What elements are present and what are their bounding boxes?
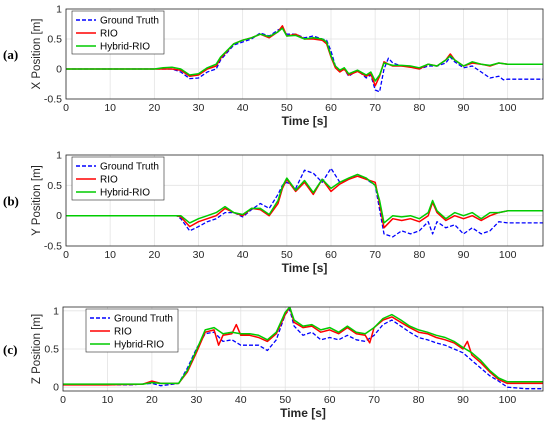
- x-tick-label: 10: [104, 102, 116, 114]
- x-axis-label: Time [s]: [280, 406, 326, 420]
- x-tick-label: 40: [235, 394, 247, 406]
- y-tick-label: 0: [53, 382, 59, 394]
- x-tick-label: 100: [499, 249, 517, 261]
- x-tick-label: 60: [324, 394, 336, 406]
- legend-label: Hybrid-RIO: [100, 42, 150, 53]
- x-tick-label: 90: [457, 394, 469, 406]
- series-line-rio: [66, 175, 543, 229]
- x-tick-label: 50: [281, 249, 293, 261]
- x-tick-label: 50: [279, 394, 291, 406]
- x-tick-label: 70: [368, 394, 380, 406]
- legend-label: Ground Truth: [114, 314, 173, 325]
- x-tick-label: 100: [499, 102, 517, 114]
- x-tick-label: 70: [369, 102, 381, 114]
- x-axis-label: Time [s]: [282, 114, 328, 128]
- legend-label: Ground Truth: [100, 16, 159, 27]
- panel-3: 0 10 20 30 40 50 60 70 80 90 100 0 0.5 1 Ground Truth R…: [3, 305, 544, 420]
- panel-label: (b): [3, 194, 19, 209]
- y-tick-label: 1: [56, 150, 62, 162]
- x-tick-label: 50: [281, 102, 293, 114]
- x-tick-label: 80: [413, 394, 425, 406]
- series-line-rio: [63, 307, 543, 386]
- legend-label: Hybrid-RIO: [114, 340, 164, 351]
- x-tick-label: 0: [63, 102, 69, 114]
- plot-area: [65, 154, 544, 247]
- legend: Ground Truth RIO Hybrid-RIO: [71, 10, 165, 55]
- y-tick-label: 0.5: [47, 34, 62, 46]
- x-tick-label: 60: [325, 249, 337, 261]
- x-tick-label: 40: [237, 102, 249, 114]
- panel-label: (a): [3, 47, 18, 62]
- x-tick-label: 10: [104, 249, 116, 261]
- y-tick-label: -0.5: [44, 94, 62, 106]
- legend-label: RIO: [100, 29, 118, 40]
- series-line-hybrid-rio: [63, 307, 543, 385]
- legend: Ground Truth RIO Hybrid-RIO: [85, 308, 179, 353]
- y-tick-label: 0.5: [47, 180, 62, 192]
- x-tick-label: 0: [60, 394, 66, 406]
- x-tick-label: 20: [148, 249, 160, 261]
- x-tick-label: 30: [193, 249, 205, 261]
- x-tick-label: 0: [63, 249, 69, 261]
- legend-label: RIO: [114, 327, 132, 338]
- x-tick-label: 20: [146, 394, 158, 406]
- y-tick-label: 0.5: [44, 344, 59, 356]
- y-tick-label: 1: [53, 305, 59, 317]
- x-tick-label: 40: [237, 249, 249, 261]
- x-tick-label: 30: [190, 394, 202, 406]
- series-line-hybrid-rio: [66, 173, 543, 224]
- x-tick-label: 70: [369, 249, 381, 261]
- x-axis-label: Time [s]: [282, 261, 328, 275]
- x-tick-label: 80: [413, 102, 425, 114]
- legend-label: Hybrid-RIO: [100, 188, 150, 199]
- x-tick-label: 90: [458, 102, 470, 114]
- y-tick-label: 1: [56, 4, 62, 16]
- plot-area: [65, 8, 544, 100]
- x-tick-label: 60: [325, 102, 337, 114]
- series-line-hybrid-rio: [66, 27, 543, 82]
- x-tick-label: 90: [458, 249, 470, 261]
- y-axis-label: Y Position [m]: [31, 165, 43, 236]
- x-tick-label: 10: [102, 394, 114, 406]
- plot-area: [62, 306, 544, 392]
- legend: Ground Truth RIO Hybrid-RIO: [71, 156, 165, 201]
- legend-label: RIO: [100, 175, 118, 186]
- y-tick-label: 0: [56, 210, 62, 222]
- x-tick-label: 20: [148, 102, 160, 114]
- y-axis-label: X Position [m]: [31, 19, 43, 90]
- x-tick-label: 80: [413, 249, 425, 261]
- x-tick-label: 30: [193, 102, 205, 114]
- legend-label: Ground Truth: [100, 162, 159, 173]
- y-tick-label: -0.5: [44, 241, 62, 253]
- x-tick-label: 100: [499, 394, 517, 406]
- y-tick-label: 0: [56, 64, 62, 76]
- y-axis-label: Z Position [m]: [31, 314, 43, 384]
- panel-label: (c): [3, 342, 17, 357]
